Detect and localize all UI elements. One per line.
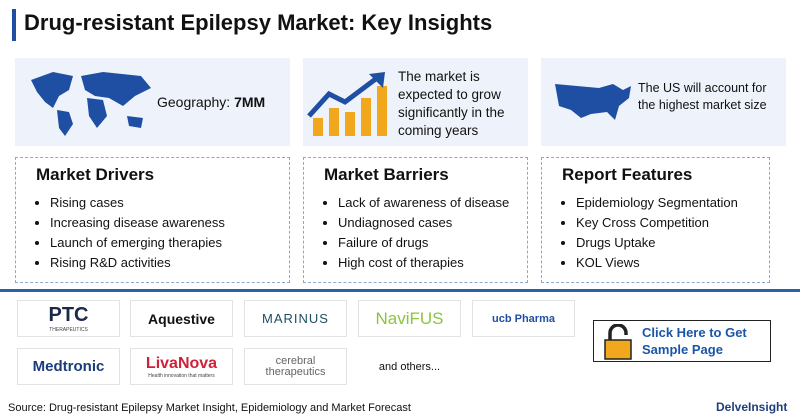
company-name: Aquestive <box>148 310 215 327</box>
lock-icon <box>604 324 632 360</box>
source-note: Source: Drug-resistant Epilepsy Market I… <box>8 402 411 414</box>
section-item: High cost of therapies <box>338 253 527 273</box>
company-logo: Aquestive <box>130 300 233 337</box>
geography-text: Geography: 7MM <box>157 93 265 111</box>
growth-panel: The market is expected to grow significa… <box>303 58 528 146</box>
company-logo: MARINUS <box>244 300 347 337</box>
page-title: Drug-resistant Epilepsy Market: Key Insi… <box>24 10 493 35</box>
growth-text: The market is expected to grow significa… <box>398 69 505 138</box>
section-box: Market Drivers Rising casesIncreasing dis… <box>15 157 290 283</box>
company-name: PTC <box>48 304 89 326</box>
us-text: The US will account for the highest mark… <box>638 81 767 112</box>
company-logo: LivaNova Health innovation that matters <box>130 348 233 385</box>
section-item: Failure of drugs <box>338 233 527 253</box>
section-item: KOL Views <box>576 253 769 273</box>
section-title: Market Drivers <box>36 165 155 184</box>
divider <box>0 289 800 292</box>
section-item: Increasing disease awareness <box>50 213 289 233</box>
company-logo: NaviFUS <box>358 300 461 337</box>
section-item: Lack of awareness of disease <box>338 193 527 213</box>
section-item: Rising R&D activities <box>50 253 289 273</box>
company-logo: Medtronic <box>17 348 120 385</box>
section-list: Lack of awareness of diseaseUndiagnosed … <box>304 193 527 273</box>
company-name: ucb Pharma <box>492 312 555 325</box>
section-item: Undiagnosed cases <box>338 213 527 233</box>
section-item: Epidemiology Segmentation <box>576 193 769 213</box>
geography-label: Geography: <box>157 94 231 110</box>
company-logo: and others... <box>358 348 461 385</box>
sample-page-button[interactable]: Click Here to Get Sample Page <box>593 320 771 362</box>
section-list: Epidemiology SegmentationKey Cross Compe… <box>542 193 769 273</box>
section-title: Report Features <box>562 165 693 184</box>
section-box: Market Barriers Lack of awareness of dise… <box>303 157 528 283</box>
company-name: MARINUS <box>262 311 329 326</box>
section-title: Market Barriers <box>324 165 449 184</box>
world-map-icon <box>31 72 151 136</box>
growth-icon <box>307 72 387 136</box>
company-name: Medtronic <box>32 358 105 375</box>
section-item: Rising cases <box>50 193 289 213</box>
section-item: Launch of emerging therapies <box>50 233 289 253</box>
section-item: Key Cross Competition <box>576 213 769 233</box>
title-accent <box>12 9 16 41</box>
company-logo: PTC THERAPEUTICS <box>17 300 120 337</box>
section-item: Drugs Uptake <box>576 233 769 253</box>
us-panel: The US will account for the highest mark… <box>541 58 786 146</box>
section-list: Rising casesIncreasing disease awareness… <box>16 193 289 273</box>
company-logo: cerebral therapeutics <box>244 348 347 385</box>
us-map-icon <box>555 84 631 120</box>
geography-panel: Geography: 7MM <box>15 58 290 146</box>
company-name: cerebral therapeutics <box>265 354 326 378</box>
section-box: Report Features Epidemiology Segmentation… <box>541 157 770 283</box>
company-tagline: Health innovation that matters <box>148 372 215 379</box>
company-logo: ucb Pharma <box>472 300 575 337</box>
company-name: LivaNova <box>145 354 218 372</box>
cta-text[interactable]: Click Here to Get Sample Page <box>642 325 747 357</box>
geography-value: 7MM <box>234 94 266 110</box>
company-tagline: THERAPEUTICS <box>49 327 88 333</box>
company-name: NaviFUS <box>375 308 444 328</box>
brand-logo: DelveInsight <box>716 400 788 414</box>
company-name: and others... <box>378 360 441 373</box>
